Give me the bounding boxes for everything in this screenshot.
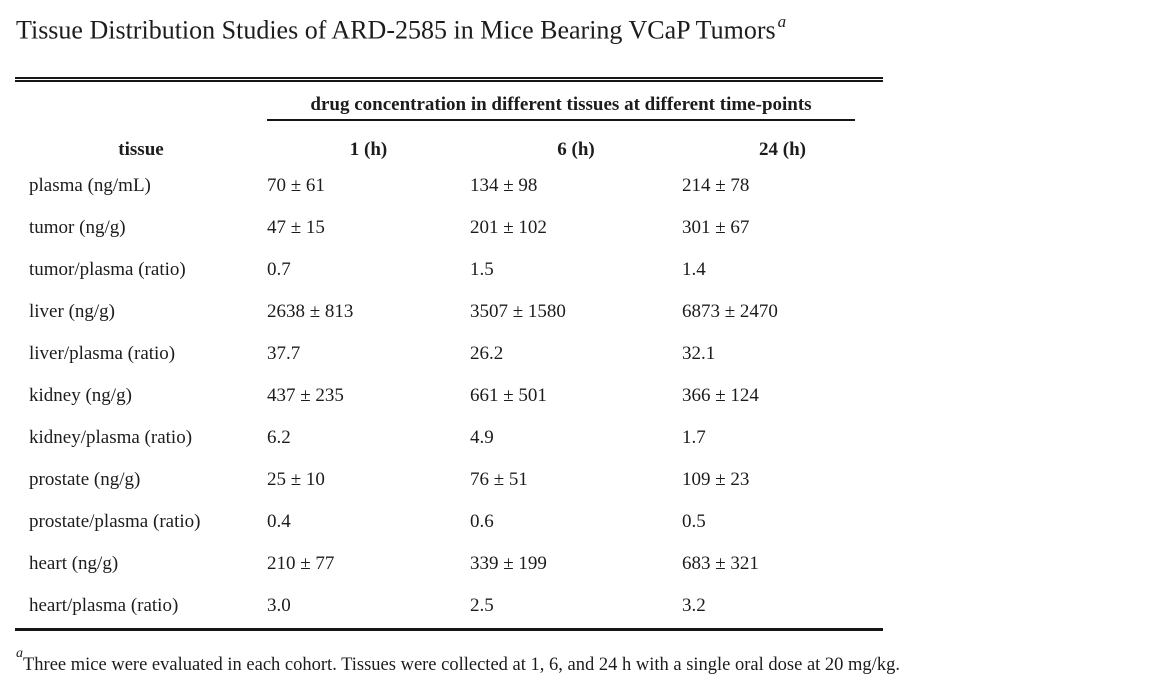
spanner-header: drug concentration in different tissues … bbox=[267, 93, 855, 121]
value-cell-24h: 1.7 bbox=[682, 426, 706, 448]
value-cell-6h: 2.5 bbox=[470, 594, 494, 616]
tissue-label: plasma (ng/mL) bbox=[29, 174, 151, 196]
value-cell-6h: 201 ± 102 bbox=[470, 216, 547, 238]
value-cell-1h: 70 ± 61 bbox=[267, 174, 325, 196]
value-cell-24h: 6873 ± 2470 bbox=[682, 300, 778, 322]
table-row: tumor/plasma (ratio) 0.7 1.5 1.4 bbox=[15, 249, 883, 291]
table-row: prostate/plasma (ratio) 0.4 0.6 0.5 bbox=[15, 501, 883, 543]
value-cell-24h: 1.4 bbox=[682, 258, 706, 280]
table-row: prostate (ng/g) 25 ± 10 76 ± 51 109 ± 23 bbox=[15, 459, 883, 501]
table-bottom-rule bbox=[15, 627, 883, 631]
value-cell-1h: 47 ± 15 bbox=[267, 216, 325, 238]
column-header-tissue: tissue bbox=[118, 138, 164, 160]
tissue-label: tumor (ng/g) bbox=[29, 216, 126, 238]
page-title: Tissue Distribution Studies of ARD-2585 … bbox=[16, 8, 1161, 47]
value-cell-6h: 0.6 bbox=[470, 510, 494, 532]
table-row: tumor (ng/g) 47 ± 15 201 ± 102 301 ± 67 bbox=[15, 207, 883, 249]
value-cell-24h: 214 ± 78 bbox=[682, 174, 750, 196]
value-cell-24h: 109 ± 23 bbox=[682, 468, 750, 490]
tissue-label: heart/plasma (ratio) bbox=[29, 594, 179, 616]
table-row: heart/plasma (ratio) 3.0 2.5 3.2 bbox=[15, 585, 883, 627]
value-cell-1h: 3.0 bbox=[267, 594, 291, 616]
value-cell-6h: 134 ± 98 bbox=[470, 174, 538, 196]
value-cell-1h: 0.4 bbox=[267, 510, 291, 532]
tissue-distribution-table: drug concentration in different tissues … bbox=[15, 76, 883, 631]
column-header-6h: 6 (h) bbox=[557, 138, 595, 160]
value-cell-1h: 2638 ± 813 bbox=[267, 300, 354, 322]
tissue-label: tumor/plasma (ratio) bbox=[29, 258, 186, 280]
footnote-marker: a bbox=[16, 645, 23, 661]
value-cell-24h: 0.5 bbox=[682, 510, 706, 532]
table-top-rule bbox=[15, 76, 883, 82]
value-cell-24h: 301 ± 67 bbox=[682, 216, 750, 238]
value-cell-6h: 4.9 bbox=[470, 426, 494, 448]
table-row: plasma (ng/mL) 70 ± 61 134 ± 98 214 ± 78 bbox=[15, 165, 883, 207]
value-cell-1h: 0.7 bbox=[267, 258, 291, 280]
table-row: kidney (ng/g) 437 ± 235 661 ± 501 366 ± … bbox=[15, 375, 883, 417]
page-title-text: Tissue Distribution Studies of ARD-2585 … bbox=[16, 15, 776, 45]
column-header-1h: 1 (h) bbox=[349, 138, 388, 160]
value-cell-6h: 26.2 bbox=[470, 342, 504, 364]
footnote: aThree mice were evaluated in each cohor… bbox=[16, 645, 1161, 678]
tissue-label: kidney/plasma (ratio) bbox=[29, 426, 193, 448]
value-cell-1h: 437 ± 235 bbox=[267, 384, 344, 406]
value-cell-6h: 3507 ± 1580 bbox=[470, 300, 566, 322]
column-header-24h: 24 (h) bbox=[759, 138, 806, 160]
tissue-label: liver (ng/g) bbox=[29, 300, 116, 322]
value-cell-6h: 1.5 bbox=[470, 258, 494, 280]
value-cell-24h: 683 ± 321 bbox=[682, 552, 759, 574]
table-body: plasma (ng/mL) 70 ± 61 134 ± 98 214 ± 78… bbox=[15, 165, 883, 627]
title-footnote-marker: a bbox=[777, 12, 787, 31]
value-cell-1h: 210 ± 77 bbox=[267, 552, 335, 574]
value-cell-6h: 339 ± 199 bbox=[470, 552, 547, 574]
table-row: liver/plasma (ratio) 37.7 26.2 32.1 bbox=[15, 333, 883, 375]
value-cell-24h: 366 ± 124 bbox=[682, 384, 759, 406]
tissue-label: kidney (ng/g) bbox=[29, 384, 132, 406]
table-header-row: tissue 1 (h) 6 (h) 24 (h) bbox=[15, 135, 883, 165]
value-cell-6h: 76 ± 51 bbox=[470, 468, 528, 490]
value-cell-24h: 3.2 bbox=[682, 594, 706, 616]
table-row: liver (ng/g) 2638 ± 813 3507 ± 1580 6873… bbox=[15, 291, 883, 333]
tissue-label: prostate (ng/g) bbox=[29, 468, 141, 490]
value-cell-6h: 661 ± 501 bbox=[470, 384, 547, 406]
value-cell-1h: 37.7 bbox=[267, 342, 301, 364]
tissue-label: heart (ng/g) bbox=[29, 552, 119, 574]
value-cell-1h: 25 ± 10 bbox=[267, 468, 325, 490]
tissue-label: liver/plasma (ratio) bbox=[29, 342, 176, 364]
value-cell-1h: 6.2 bbox=[267, 426, 291, 448]
tissue-label: prostate/plasma (ratio) bbox=[29, 510, 201, 532]
footnote-text: Three mice were evaluated in each cohort… bbox=[23, 654, 900, 675]
table-row: kidney/plasma (ratio) 6.2 4.9 1.7 bbox=[15, 417, 883, 459]
value-cell-24h: 32.1 bbox=[682, 342, 716, 364]
table-row: heart (ng/g) 210 ± 77 339 ± 199 683 ± 32… bbox=[15, 543, 883, 585]
